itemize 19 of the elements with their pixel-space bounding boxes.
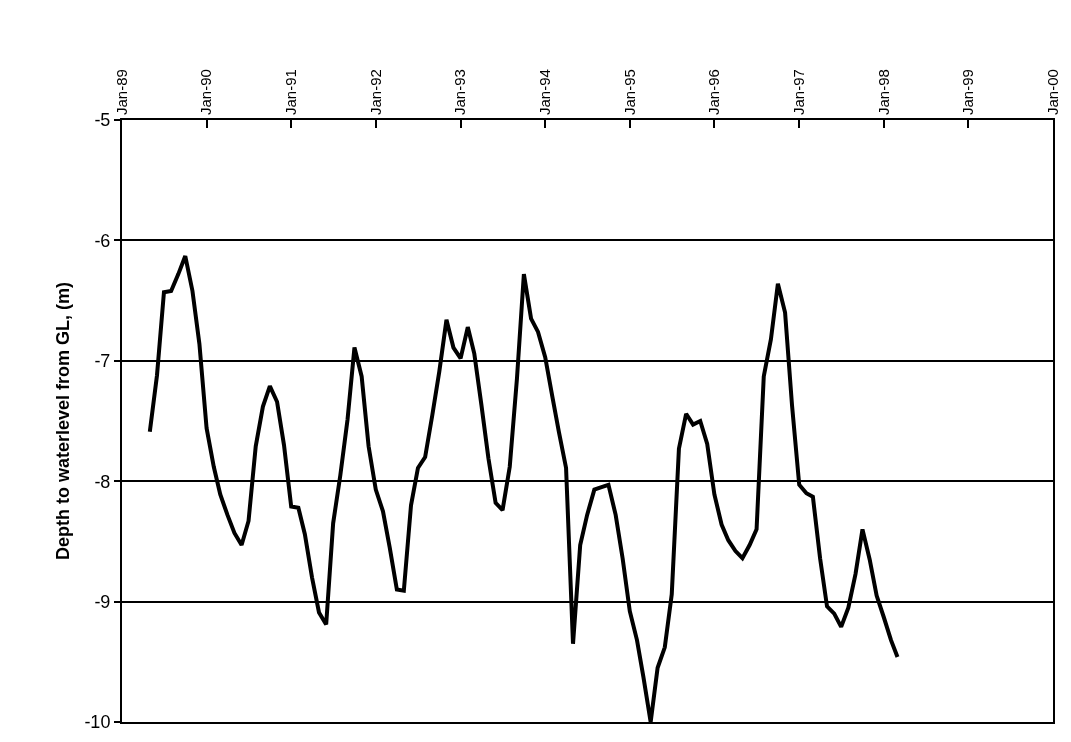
x-tick-label: Jan-97 bbox=[790, 69, 808, 115]
x-tick-label: Jan-91 bbox=[282, 69, 300, 115]
y-tick-label: -5 bbox=[94, 110, 111, 131]
y-tick-label: -7 bbox=[94, 351, 111, 372]
x-tick-label: Jan-95 bbox=[620, 69, 638, 115]
y-tick-label: -10 bbox=[84, 712, 111, 733]
y-axis-title: Depth to waterlevel from GL, (m) bbox=[53, 281, 74, 561]
x-tick-label: Jan-94 bbox=[536, 69, 554, 115]
y-tick-label: -6 bbox=[94, 230, 111, 251]
x-tick-label: Jan-99 bbox=[959, 69, 977, 115]
x-tick-label: Jan-89 bbox=[112, 69, 130, 115]
x-tick-label: Jan-93 bbox=[451, 69, 469, 115]
x-tick-label: Jan-00 bbox=[1043, 69, 1061, 115]
x-tick-label: Jan-92 bbox=[366, 69, 384, 115]
x-tick-label: Jan-98 bbox=[874, 69, 892, 115]
y-tick-label: -9 bbox=[94, 591, 111, 612]
y-tick-label: -8 bbox=[94, 471, 111, 492]
x-tick-label: Jan-96 bbox=[705, 69, 723, 115]
x-tick-label: Jan-90 bbox=[197, 69, 215, 115]
